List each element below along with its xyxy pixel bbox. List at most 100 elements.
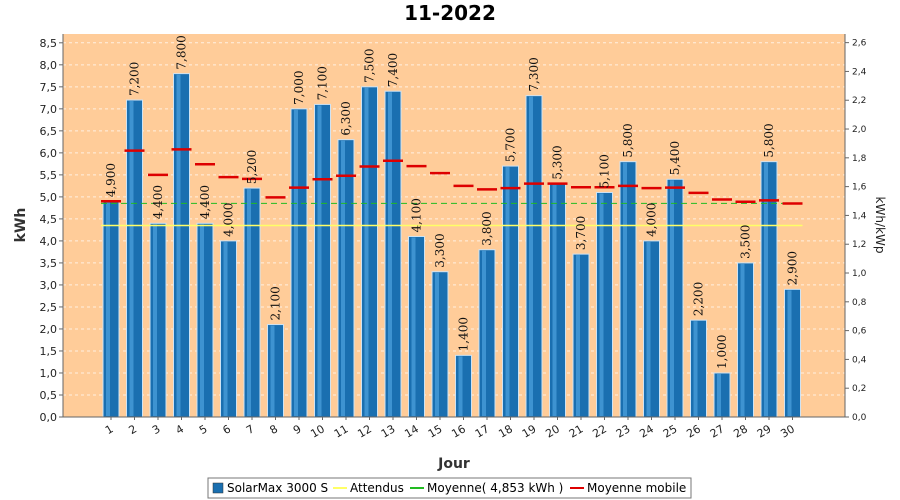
x-tick-label: 2 — [126, 422, 139, 437]
y2-tick-label: 0,8 — [852, 298, 867, 308]
bar — [290, 108, 308, 418]
bar-value-label: 2,200 — [692, 282, 706, 316]
bar-highlight — [435, 272, 439, 416]
bar-value-label: 4,400 — [151, 185, 165, 219]
left-y-axis-ticks: 0,0 0,5 1,0 1,5 2,0 2,5 3,0 3,5 4,0 4,5 5,0 5,5 6,0 6… — [40, 37, 63, 424]
y-tick-label: 3,5 — [40, 257, 58, 270]
bar-highlight — [482, 250, 486, 416]
bars-series — [102, 73, 801, 418]
y-tick-label: 7,0 — [40, 103, 58, 116]
bar — [549, 183, 566, 418]
x-tick-label: 28 — [731, 422, 750, 440]
bar — [431, 271, 449, 418]
y-tick-label: 8,5 — [40, 37, 58, 50]
bar-value-label: 7,800 — [175, 35, 189, 69]
bar-highlight — [529, 96, 533, 416]
y2-tick-label: 0,4 — [852, 355, 867, 365]
y-tick-label: 2,0 — [40, 323, 58, 336]
x-tick-label: 15 — [426, 422, 445, 440]
bar — [619, 161, 637, 418]
bar-highlight — [247, 189, 251, 416]
bar-value-label: 5,800 — [762, 123, 776, 157]
y-tick-label: 1,5 — [40, 345, 58, 358]
moving-average-series — [101, 148, 803, 205]
bar — [384, 90, 402, 418]
bar-highlight — [364, 87, 369, 417]
y2-tick-label: 1,8 — [852, 154, 867, 164]
bar-value-label: 2,100 — [269, 286, 283, 320]
y2-tick-label: 0,0 — [852, 413, 867, 423]
bar — [784, 288, 801, 418]
x-tick-label: 24 — [637, 422, 656, 440]
x-tick-label: 5 — [197, 422, 210, 437]
bar-highlight — [223, 241, 228, 416]
y-tick-label: 6,0 — [40, 147, 58, 160]
y-tick-label: 4,0 — [40, 235, 58, 248]
bar — [478, 249, 496, 418]
y2-tick-label: 1,0 — [852, 269, 867, 279]
bar-highlight — [200, 224, 204, 416]
bar-value-label: 5,300 — [551, 145, 565, 179]
bar-value-label: 5,700 — [504, 128, 518, 162]
y-tick-label: 7,5 — [40, 81, 58, 94]
bar-highlight — [317, 105, 322, 417]
x-tick-label: 12 — [355, 422, 374, 440]
x-tick-label: 13 — [379, 422, 398, 440]
bar — [102, 200, 120, 418]
bar — [666, 178, 684, 418]
reference-lines — [101, 202, 803, 227]
x-tick-label: 16 — [449, 422, 468, 440]
bar-value-label: 7,100 — [316, 66, 330, 100]
y-tick-label: 8,0 — [40, 59, 58, 72]
x-tick-label: 9 — [291, 422, 304, 437]
bar-value-label: 3,800 — [480, 211, 494, 245]
bar — [314, 103, 331, 418]
bar — [149, 222, 167, 418]
y-tick-label: 5,5 — [40, 169, 58, 182]
bar-highlight — [670, 180, 674, 416]
bar — [572, 253, 590, 418]
bar-highlight — [646, 241, 651, 416]
x-tick-label: 3 — [150, 422, 163, 437]
y-tick-label: 0,5 — [40, 389, 58, 402]
bar-highlight — [740, 263, 745, 416]
bar-highlight — [153, 224, 157, 416]
bar-highlight — [388, 92, 392, 416]
bar-highlight — [576, 255, 580, 416]
bar — [643, 240, 660, 418]
bar-value-label: 3,300 — [433, 233, 447, 267]
y2-tick-label: 1,2 — [852, 240, 866, 250]
bar-highlight — [341, 140, 345, 417]
bar-value-label: 4,400 — [198, 185, 212, 219]
x-tick-label: 27 — [708, 422, 727, 440]
x-tick-label: 19 — [520, 422, 539, 440]
bar-value-label: 2,900 — [786, 251, 800, 285]
bar-value-label: 3,700 — [574, 216, 588, 250]
y-tick-label: 6,5 — [40, 125, 58, 138]
bar — [525, 95, 543, 418]
x-tick-label: 23 — [614, 422, 633, 440]
bar-highlight — [599, 193, 604, 416]
y2-tick-label: 2,2 — [852, 96, 866, 106]
bar-highlight — [106, 202, 110, 416]
bar — [126, 99, 143, 418]
legend-label: Moyenne( 4,853 kWh ) — [427, 481, 563, 495]
bar-highlight — [458, 356, 463, 416]
x-tick-label: 17 — [473, 422, 492, 440]
bar — [408, 236, 425, 418]
right-y-axis-ticks: 0,0 0,2 0,4 0,6 0,8 1,0 1,2 1,4 1,6 1,8 2,0 2,2 2,4 2… — [845, 39, 867, 423]
y-tick-label: 5,0 — [40, 191, 58, 204]
y2-tick-label: 1,4 — [852, 211, 867, 221]
bar — [173, 73, 190, 418]
legend-label: Attendus — [350, 481, 404, 495]
bar-value-label: 1,000 — [715, 335, 729, 369]
x-tick-label: 25 — [661, 422, 680, 440]
bar-highlight — [411, 237, 416, 416]
y-tick-label: 3,0 — [40, 279, 58, 292]
bar — [220, 240, 237, 418]
bar-value-label: 5,100 — [598, 154, 612, 188]
bar-highlight — [693, 321, 698, 416]
bar — [690, 319, 707, 418]
chart-title: 11-2022 — [404, 1, 496, 25]
x-tick-label: 30 — [778, 422, 797, 440]
